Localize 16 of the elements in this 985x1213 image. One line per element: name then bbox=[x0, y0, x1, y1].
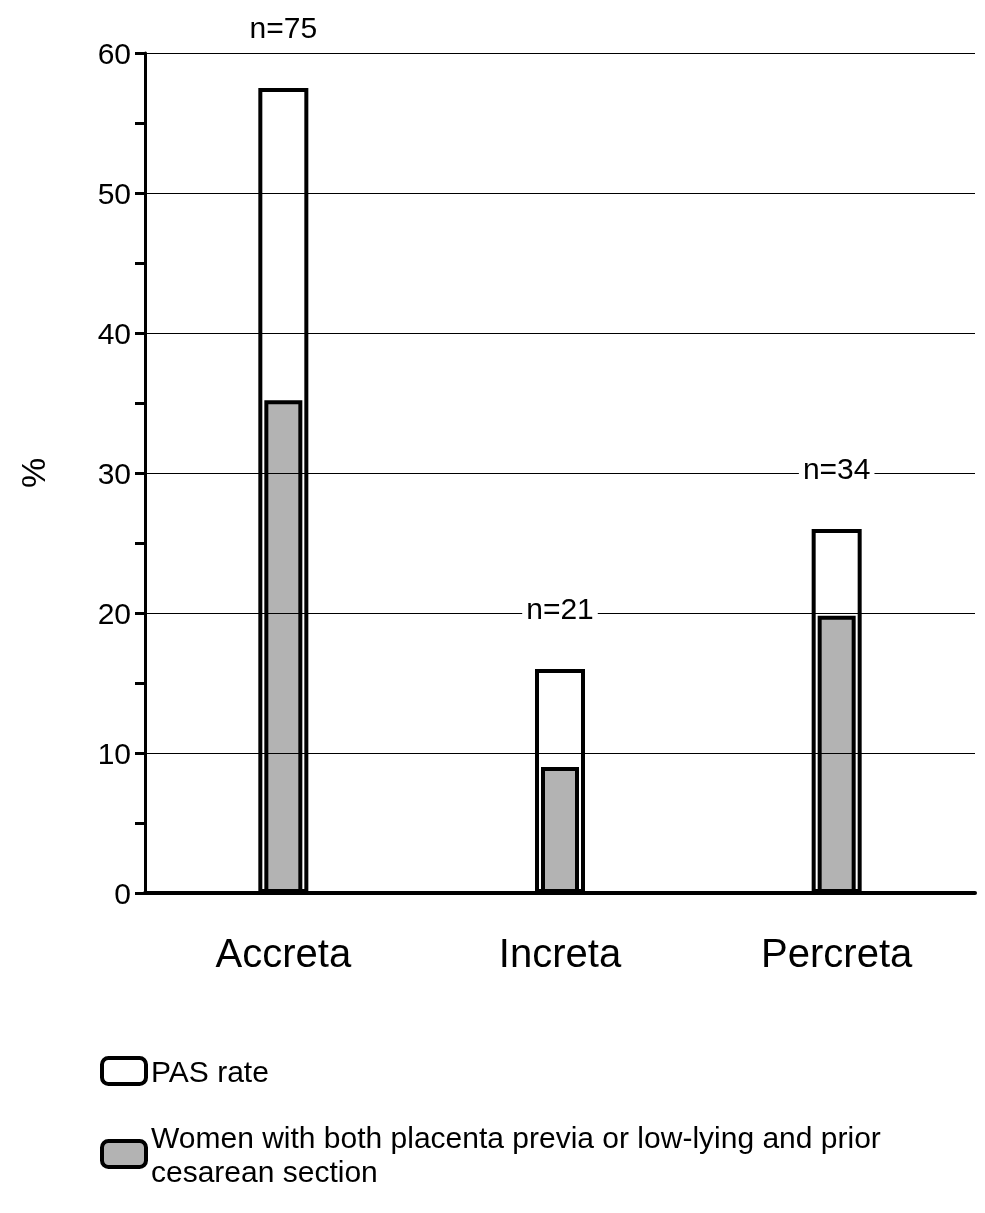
legend-label: Women with both placenta previa or low-lying and prior cesarean section bbox=[151, 1120, 890, 1188]
y-tick-label: 50 bbox=[97, 176, 131, 210]
annotation: n=21 bbox=[526, 591, 594, 625]
y-tick-label: 30 bbox=[97, 456, 131, 490]
x-tick-label: Increta bbox=[498, 931, 622, 975]
y-tick-label: 20 bbox=[97, 596, 131, 630]
y-tick-label: 60 bbox=[97, 36, 131, 70]
annotation: n=34 bbox=[802, 451, 871, 485]
x-tick-label: Percreta bbox=[761, 931, 914, 975]
y-tick-label: 0 bbox=[114, 876, 131, 910]
y-tick-label: 10 bbox=[97, 736, 131, 770]
legend-label: PAS rate bbox=[151, 1054, 269, 1088]
y-axis-title: % bbox=[14, 457, 52, 489]
annotation: n=75 bbox=[249, 10, 318, 44]
y-tick-label: 40 bbox=[97, 316, 131, 350]
x-tick-label: Accreta bbox=[215, 931, 352, 975]
